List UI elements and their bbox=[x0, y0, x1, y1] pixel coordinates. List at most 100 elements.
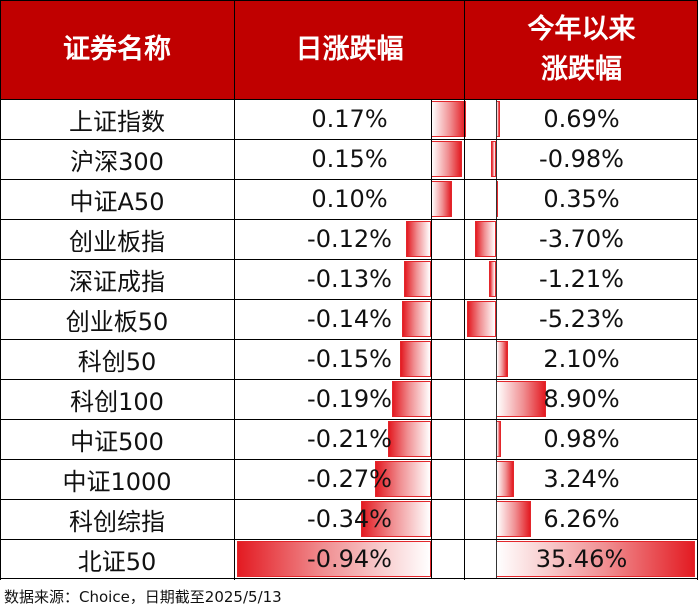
cell-ytd-change: 6.26% bbox=[465, 499, 698, 539]
cell-security-name: 科创综指 bbox=[0, 499, 234, 539]
ytd-change-bar bbox=[475, 221, 496, 257]
cell-daily-change: -0.19% bbox=[235, 379, 464, 419]
daily-change-bar bbox=[402, 301, 431, 337]
cell-security-name: 沪深300 bbox=[0, 139, 234, 179]
daily-change-value: -0.21% bbox=[307, 425, 392, 453]
daily-change-value: -0.34% bbox=[307, 505, 392, 533]
ytd-change-value: -5.23% bbox=[539, 305, 624, 333]
cell-daily-change: -0.34% bbox=[235, 499, 464, 539]
grid-horizontal-line bbox=[0, 539, 698, 540]
header-daily-change-label: 日涨跌幅 bbox=[295, 33, 404, 65]
security-name: 创业板指 bbox=[69, 227, 165, 256]
cell-security-name: 创业板50 bbox=[0, 299, 234, 339]
cell-daily-change: -0.13% bbox=[235, 259, 464, 299]
ytd-change-value: -0.98% bbox=[539, 145, 624, 173]
grid-horizontal-line bbox=[0, 299, 698, 300]
cell-ytd-change: 8.90% bbox=[465, 379, 698, 419]
ytd-change-value: 3.24% bbox=[543, 465, 620, 493]
grid-vertical-line bbox=[464, 0, 465, 580]
header-daily-change: 日涨跌幅 bbox=[235, 0, 464, 99]
cell-ytd-change: 35.46% bbox=[465, 539, 698, 579]
grid-horizontal-line bbox=[0, 99, 698, 100]
ytd-axis-line bbox=[496, 339, 497, 379]
daily-change-value: -0.14% bbox=[307, 305, 392, 333]
cell-daily-change: -0.12% bbox=[235, 219, 464, 259]
ytd-change-value: 35.46% bbox=[535, 545, 628, 573]
security-name: 上证指数 bbox=[69, 107, 165, 136]
cell-security-name: 中证1000 bbox=[0, 459, 234, 499]
ytd-axis-line bbox=[496, 379, 497, 419]
daily-change-value: 0.10% bbox=[311, 185, 388, 213]
grid-horizontal-line bbox=[0, 499, 698, 500]
security-name: 北证50 bbox=[77, 547, 157, 576]
header-ytd-line1: 今年以来 bbox=[527, 13, 636, 45]
cell-ytd-change: -3.70% bbox=[465, 219, 698, 259]
cell-security-name: 科创100 bbox=[0, 379, 234, 419]
security-name: 科创50 bbox=[77, 347, 157, 376]
cell-daily-change: -0.94% bbox=[235, 539, 464, 579]
daily-change-bar bbox=[406, 221, 431, 257]
grid-vertical-line bbox=[234, 0, 235, 580]
grid-horizontal-line bbox=[0, 219, 698, 220]
daily-axis-line bbox=[431, 219, 432, 259]
table-row: 深证成指 -0.13% -1.21% bbox=[0, 259, 698, 299]
table-row: 中证500 -0.21% 0.98% bbox=[0, 419, 698, 459]
cell-ytd-change: 3.24% bbox=[465, 459, 698, 499]
daily-axis-line bbox=[431, 339, 432, 379]
daily-axis-line bbox=[431, 459, 432, 499]
header-security-name-label: 证券名称 bbox=[63, 33, 171, 65]
grid-horizontal-line bbox=[0, 179, 698, 180]
ytd-change-bar bbox=[489, 261, 496, 297]
cell-ytd-change: -1.21% bbox=[465, 259, 698, 299]
table-row: 上证指数 0.17% 0.69% bbox=[0, 99, 698, 139]
source-note: 数据来源：Choice，日期截至2025/5/13 bbox=[4, 588, 282, 606]
daily-change-bar bbox=[387, 421, 431, 457]
daily-change-value: 0.15% bbox=[311, 145, 388, 173]
ytd-change-bar bbox=[466, 301, 496, 337]
ytd-change-bar bbox=[496, 501, 532, 537]
cell-daily-change: 0.10% bbox=[235, 179, 464, 219]
ytd-axis-line bbox=[496, 499, 497, 539]
security-name: 沪深300 bbox=[70, 147, 164, 176]
table-row: 中证A50 0.10% 0.35% bbox=[0, 179, 698, 219]
security-name: 科创100 bbox=[70, 387, 164, 416]
daily-change-value: -0.13% bbox=[307, 265, 392, 293]
cell-security-name: 深证成指 bbox=[0, 259, 234, 299]
cell-ytd-change: -5.23% bbox=[465, 299, 698, 339]
security-name: 深证成指 bbox=[69, 267, 165, 296]
ytd-axis-line bbox=[496, 459, 497, 499]
grid-horizontal-line bbox=[0, 379, 698, 380]
grid-horizontal-line bbox=[0, 339, 698, 340]
daily-change-value: -0.27% bbox=[307, 465, 392, 493]
table-row: 科创100 -0.19% 8.90% bbox=[0, 379, 698, 419]
grid-horizontal-line bbox=[0, 419, 698, 420]
ytd-change-value: 2.10% bbox=[543, 345, 620, 373]
ytd-change-bar bbox=[490, 141, 496, 177]
ytd-change-bar bbox=[496, 541, 695, 577]
grid-horizontal-line bbox=[0, 259, 698, 260]
grid-horizontal-line bbox=[0, 578, 698, 579]
table-row: 科创综指 -0.34% 6.26% bbox=[0, 499, 698, 539]
ytd-axis-line bbox=[496, 179, 497, 219]
ytd-axis-line bbox=[496, 539, 497, 579]
grid-vertical-line bbox=[0, 0, 1, 580]
daily-axis-line bbox=[431, 139, 432, 179]
security-name: 创业板50 bbox=[65, 307, 169, 336]
daily-axis-line bbox=[431, 379, 432, 419]
security-name: 中证1000 bbox=[62, 467, 172, 496]
ytd-axis-line bbox=[496, 299, 497, 339]
ytd-axis-line bbox=[496, 419, 497, 459]
daily-change-bar bbox=[391, 381, 431, 417]
cell-ytd-change: -0.98% bbox=[465, 139, 698, 179]
daily-axis-line bbox=[431, 299, 432, 339]
grid-horizontal-line bbox=[0, 459, 698, 460]
ytd-change-value: 0.98% bbox=[543, 425, 620, 453]
ytd-axis-line bbox=[496, 99, 497, 139]
ytd-change-value: 0.69% bbox=[543, 105, 620, 133]
cell-ytd-change: 0.98% bbox=[465, 419, 698, 459]
grid-horizontal-line bbox=[0, 139, 698, 140]
cell-daily-change: -0.14% bbox=[235, 299, 464, 339]
grid-top-line bbox=[0, 0, 698, 1]
cell-daily-change: -0.15% bbox=[235, 339, 464, 379]
table-row: 沪深300 0.15% -0.98% bbox=[0, 139, 698, 179]
